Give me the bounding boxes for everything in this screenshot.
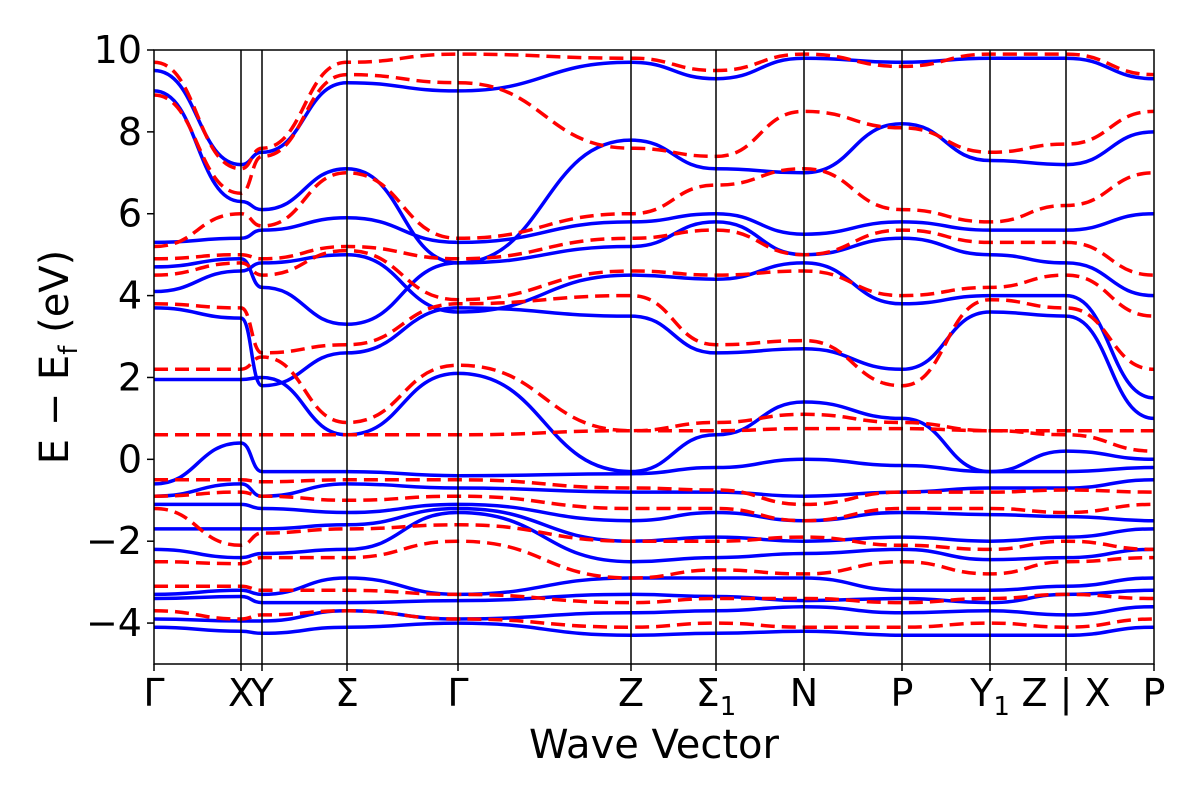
x-tick-label: Y1 — [969, 671, 1010, 722]
x-tick-label: P — [891, 671, 914, 715]
band-line — [154, 588, 1154, 605]
y-tick-label: 2 — [118, 355, 142, 399]
y-tick-label: 10 — [94, 28, 142, 72]
band-line — [154, 52, 1154, 171]
band-line — [154, 306, 1154, 421]
band-line — [154, 371, 1154, 474]
x-tick-label: Z — [618, 671, 644, 715]
x-tick-label: P — [1143, 671, 1166, 715]
band-line — [154, 293, 1154, 388]
y-tick-label: −2 — [86, 519, 142, 563]
y-tick-label: 6 — [118, 192, 142, 236]
x-tick-label: Y — [249, 671, 274, 715]
y-axis-title-main: E − E — [32, 355, 78, 465]
band-line — [154, 502, 1154, 523]
x-axis-title: Wave Vector — [529, 722, 780, 768]
x-tick-label: Σ — [335, 671, 359, 715]
band-line — [154, 248, 1154, 318]
k-path-lines — [240, 50, 1067, 664]
y-axis-title: E − Ef (eV) — [32, 250, 84, 465]
band-line — [154, 228, 1154, 277]
band-line — [154, 252, 1154, 400]
x-tick-label: Z | X — [1021, 671, 1110, 716]
x-tick-label: X — [228, 671, 254, 715]
x-tick-label: Γ — [143, 671, 164, 715]
bands-layer — [154, 52, 1154, 638]
y-tick-label: −4 — [86, 601, 142, 645]
band-line — [154, 426, 1154, 437]
y-axis: −4 −2 0 2 4 6 8 10 — [86, 28, 154, 645]
band-line — [154, 441, 1154, 486]
y-tick-label: 8 — [118, 110, 142, 154]
y-axis-title-sub: f — [54, 345, 84, 355]
x-tick-label: Γ — [447, 671, 468, 715]
y-tick-label: 0 — [118, 437, 142, 481]
y-axis-title-unit: (eV) — [32, 250, 78, 346]
x-tick-label: N — [790, 671, 818, 715]
y-tick-label: 4 — [118, 274, 142, 318]
x-axis: Γ XY Σ Γ Z Σ1 N P Y1 Z | X P — [143, 664, 1165, 722]
band-line — [154, 72, 1154, 196]
x-tick-label: Σ1 — [696, 671, 737, 722]
band-line — [154, 166, 1154, 249]
plot-frame — [153, 49, 1155, 665]
